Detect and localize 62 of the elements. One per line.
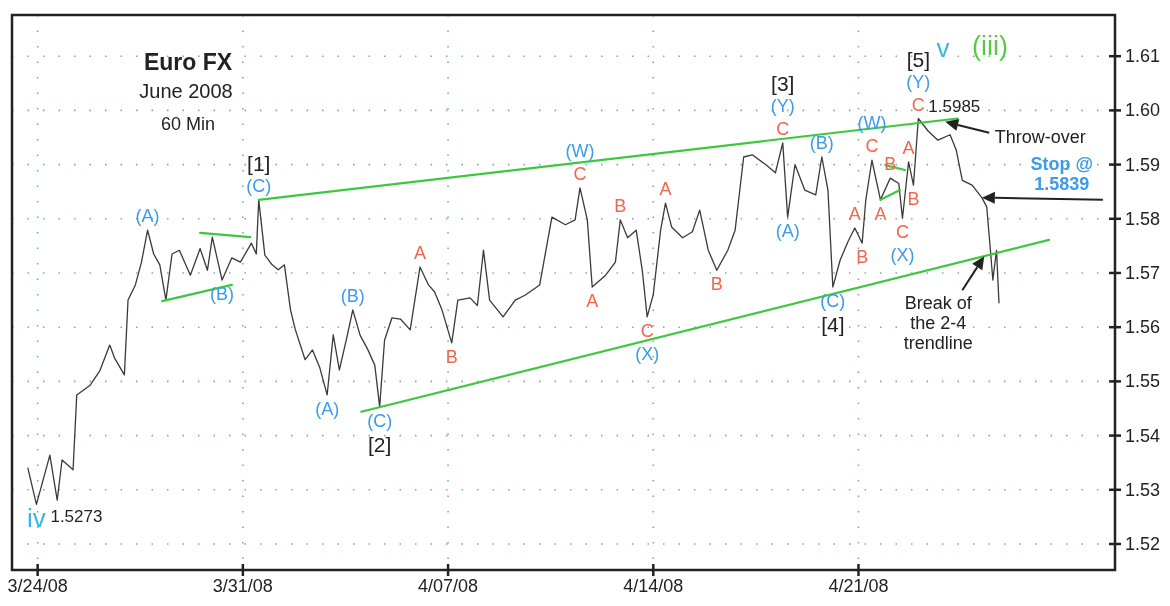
annotation: C	[895, 222, 909, 243]
annotation: B	[856, 247, 869, 268]
annotation: (X)	[890, 245, 915, 266]
annotation: (B)	[210, 284, 235, 305]
annotation: (A)	[315, 398, 340, 419]
annotation: (C)	[820, 291, 846, 312]
data-label: 1.5273	[50, 506, 103, 526]
annotation: A	[848, 204, 861, 224]
annotation: [4]	[821, 312, 845, 336]
annotation: (C)	[246, 175, 272, 196]
y-tick-label: 1.56	[1125, 317, 1161, 338]
annotation: A	[586, 291, 599, 312]
annotation: [1]	[247, 151, 271, 175]
annotation: (Y)	[906, 71, 931, 92]
annotation: C	[911, 94, 925, 115]
annotation: v	[936, 33, 950, 63]
annotation: [5]	[906, 47, 931, 71]
annotation: A	[902, 137, 915, 158]
annotation: B	[614, 195, 627, 216]
annotation: C	[776, 118, 790, 139]
annotation: C	[573, 163, 587, 184]
y-tick-label: 1.58	[1125, 208, 1161, 229]
x-tick-label: 4/21/08	[828, 576, 889, 596]
annotation: iv	[27, 503, 46, 534]
x-tick-label: 4/14/08	[623, 576, 684, 596]
annotation: (iii)	[972, 31, 1008, 61]
annotation: (A)	[135, 206, 160, 227]
annotation: B	[710, 274, 723, 295]
annotation: B	[907, 189, 920, 210]
annotation: Stop @ 1.5839	[1030, 153, 1094, 194]
y-tick-label: 1.57	[1125, 262, 1161, 283]
y-tick-label: 1.59	[1125, 154, 1161, 175]
annotation: [3]	[771, 71, 795, 95]
annotation: A	[413, 243, 426, 264]
annotation: B	[445, 346, 458, 367]
x-tick-label: 4/07/08	[418, 576, 479, 596]
annotation: (B)	[340, 285, 365, 306]
y-tick-label: 1.53	[1125, 479, 1161, 500]
y-tick-label: 1.55	[1125, 371, 1161, 392]
annotation: (B)	[809, 133, 834, 153]
data-label: 1.5985	[928, 97, 981, 117]
annotation: A	[874, 203, 887, 224]
annotation: (W)	[565, 140, 595, 161]
annotation: (X)	[635, 343, 660, 364]
annotation: [2]	[367, 432, 392, 456]
x-tick-label: 3/24/08	[7, 576, 68, 596]
y-tick-label: 1.60	[1125, 100, 1161, 121]
text: Euro FX	[143, 49, 233, 75]
annotation: (A)	[775, 221, 800, 242]
annotation: Throw-over	[994, 126, 1086, 147]
y-tick-label: 1.54	[1125, 425, 1161, 446]
x-tick-label: 3/31/08	[212, 576, 273, 596]
annotation: Break of the 2-4 trendline	[903, 293, 973, 353]
y-tick-label: 1.61	[1125, 46, 1161, 67]
annotation: C	[640, 320, 654, 341]
annotation: A	[659, 179, 672, 200]
annotation: (C)	[367, 410, 393, 431]
annotation: C	[865, 136, 879, 157]
text: June 2008	[139, 80, 233, 102]
y-tick-label: 1.52	[1125, 533, 1161, 554]
annotation: 60 Min	[160, 114, 216, 134]
annotation: (Y)	[770, 95, 795, 116]
